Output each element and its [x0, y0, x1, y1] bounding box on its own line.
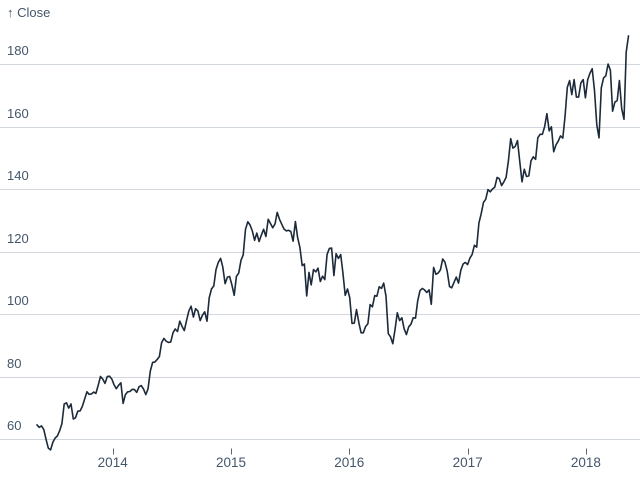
x-tick-marks: [113, 448, 587, 455]
x-tick-label: 2017: [452, 455, 483, 470]
y-tick-label: 60: [7, 418, 22, 433]
y-tick-label: 100: [7, 293, 29, 308]
y-tick-label: 180: [7, 43, 29, 58]
y-tick-label: 160: [7, 105, 29, 121]
x-tick-label: 2016: [334, 455, 365, 470]
y-tick-label: 120: [7, 230, 29, 246]
y-gridlines: [0, 64, 640, 440]
x-tick-label: 2015: [215, 455, 247, 470]
y-tick-label: 80: [7, 355, 22, 371]
x-tick-label: 2018: [570, 455, 601, 470]
y-tick-label: 140: [7, 168, 29, 183]
price-line-series: [36, 35, 630, 451]
y-axis-label: ↑ Close: [7, 5, 51, 20]
x-tick-label: 2014: [97, 455, 128, 470]
